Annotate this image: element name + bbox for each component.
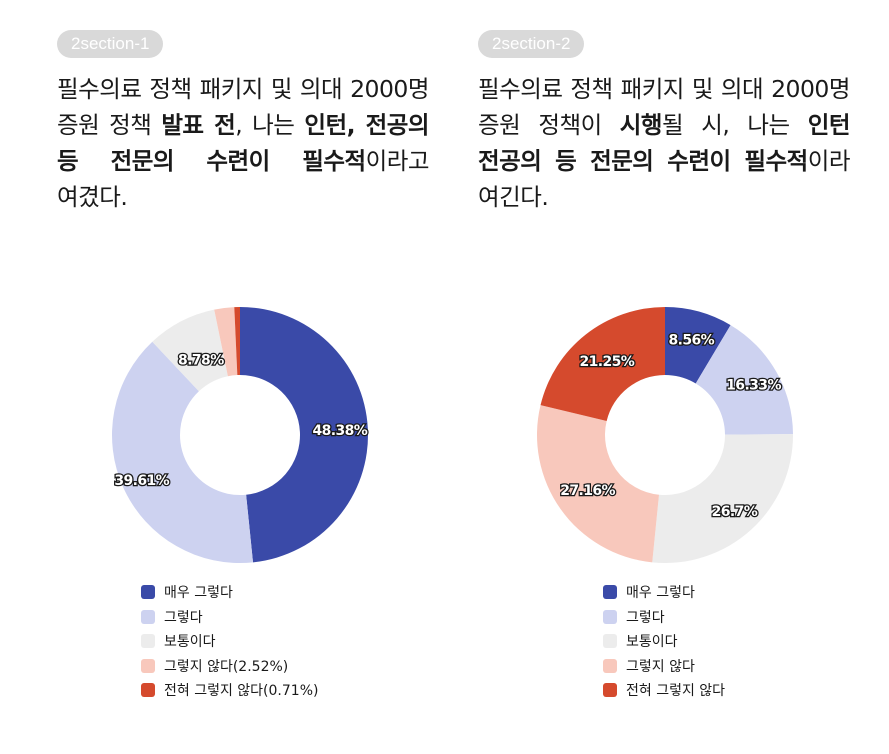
donut-chart-before: 48.38% 39.61% 8.78%	[111, 307, 370, 563]
legend-label: 전혀 그렇지 않다(0.71%)	[164, 683, 319, 700]
legend-label: 매우 그렇다	[164, 585, 233, 602]
legend-label: 그렇지 않다	[626, 658, 695, 675]
legend-item: 매우 그렇다	[603, 580, 725, 605]
legend-swatch	[603, 585, 617, 600]
donut-slice	[240, 307, 369, 563]
data-label: 27.16%	[560, 483, 615, 499]
section-1: 2section-1 필수의료 정책 패키지 및 의대 2000명 증원 정책 …	[57, 30, 430, 215]
text-run: 이라 여긴다.	[478, 147, 851, 211]
donut-slice	[111, 341, 254, 563]
section-2: 2section-2 필수의료 정책 패키지 및 의대 2000명 증원 정책이…	[478, 30, 851, 215]
emphasized-text: 시행	[619, 111, 663, 139]
data-label: 16.33%	[726, 377, 781, 393]
donut-slice	[652, 434, 793, 563]
donut-slice	[665, 307, 731, 384]
donut-slice	[695, 325, 793, 435]
legend-item: 보통이다	[141, 629, 318, 654]
legend-item: 매우 그렇다	[141, 580, 318, 605]
text-run: , 나는	[235, 111, 305, 139]
donut-slice	[152, 309, 228, 392]
donut-slice	[234, 307, 240, 376]
text-run: 필수의료 정책 패키지 및 의대 2000명 증원 정책이	[478, 75, 851, 139]
legend-label: 그렇지 않다(2.52%)	[164, 658, 289, 675]
donut-chart-after: 8.56% 16.33% 26.7% 27.16% 21.25%	[537, 307, 793, 563]
legend-item: 전혀 그렇지 않다	[603, 678, 725, 703]
legend-swatch	[603, 683, 617, 698]
legend-label: 그렇다	[164, 609, 203, 626]
data-label: 39.61%	[114, 473, 169, 489]
donut-slice	[214, 307, 238, 377]
legend-swatch	[603, 634, 617, 649]
legend-item: 그렇다	[141, 605, 318, 630]
legend-item: 그렇지 않다	[603, 654, 725, 679]
text-run: 될 시, 나는	[662, 111, 808, 139]
data-label: 21.25%	[579, 354, 634, 370]
legend-label: 보통이다	[164, 634, 216, 651]
legend-item: 보통이다	[603, 629, 725, 654]
data-label: 48.38%	[313, 423, 368, 439]
legend-item: 전혀 그렇지 않다(0.71%)	[141, 678, 318, 703]
text-run: 이라고 여겼다.	[57, 147, 430, 211]
legend-swatch	[141, 683, 155, 698]
legend-item: 그렇지 않다(2.52%)	[141, 654, 318, 679]
legend-label: 전혀 그렇지 않다	[626, 683, 726, 700]
emphasized-text: 인턴, 전공의 등 전문의 수련이 필수적	[57, 111, 430, 175]
legend-swatch	[141, 609, 155, 624]
data-label: 8.78%	[178, 353, 224, 369]
donut-slice	[537, 405, 660, 563]
legend-label: 매우 그렇다	[626, 585, 695, 602]
legend-label: 그렇다	[626, 609, 665, 626]
legend-swatch	[603, 658, 617, 673]
legend-item: 그렇다	[603, 605, 725, 630]
data-label: 26.7%	[712, 504, 758, 520]
legend-swatch	[141, 658, 155, 673]
legend-swatch	[141, 634, 155, 649]
emphasized-text: 인턴 전공의 등 전문의 수련이 필수적	[478, 111, 851, 175]
legend-label: 보통이다	[626, 634, 678, 651]
data-label: 8.56%	[669, 333, 715, 349]
legend-swatch	[603, 609, 617, 624]
donut-slice	[540, 307, 665, 421]
emphasized-text: 발표 전	[161, 111, 236, 139]
section-pill: 2section-2	[478, 30, 585, 58]
section-description: 필수의료 정책 패키지 및 의대 2000명 증원 정책 발표 전, 나는 인턴…	[57, 71, 430, 215]
section-pill: 2section-1	[57, 30, 164, 58]
section-description: 필수의료 정책 패키지 및 의대 2000명 증원 정책이 시행될 시, 나는 …	[478, 71, 851, 215]
text-run: 필수의료 정책 패키지 및 의대 2000명 증원 정책	[57, 75, 430, 139]
legend-swatch	[141, 585, 155, 600]
